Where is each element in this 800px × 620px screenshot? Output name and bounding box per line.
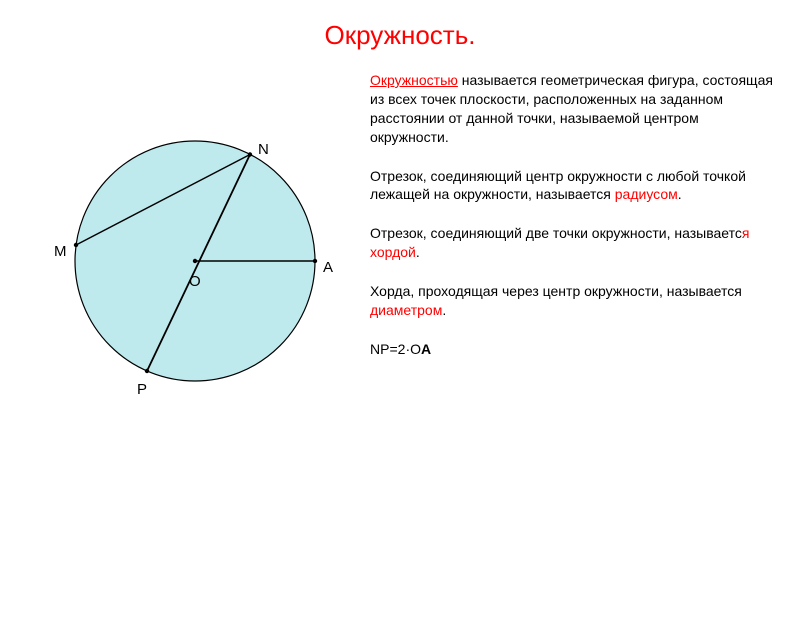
- page-title: Окружность.: [0, 20, 800, 51]
- label-N: N: [258, 141, 269, 158]
- label-M: M: [54, 243, 67, 260]
- formula: NP=2·OA: [370, 340, 780, 359]
- label-O: O: [189, 273, 201, 290]
- paragraph-2: Отрезок, соединяющий две точки окружност…: [370, 224, 780, 262]
- diagram-svg: [20, 61, 370, 461]
- label-A: A: [323, 259, 333, 276]
- paragraphs-container: Окружностью называется геометрическая фи…: [370, 71, 780, 320]
- paragraph-1: Отрезок, соединяющий центр окружности с …: [370, 167, 780, 205]
- definitions-block: Окружностью называется геометрическая фи…: [370, 61, 780, 461]
- circle-diagram: O N M A P: [20, 61, 370, 461]
- point-P: [145, 369, 149, 373]
- point-N: [248, 152, 252, 156]
- point-O: [193, 259, 197, 263]
- paragraph-0: Окружностью называется геометрическая фи…: [370, 71, 780, 147]
- point-M: [74, 243, 78, 247]
- label-P: P: [137, 381, 147, 398]
- paragraph-3: Хорда, проходящая через центр окружности…: [370, 282, 780, 320]
- point-A: [313, 259, 317, 263]
- content-row: O N M A P Окружностью называется геометричес…: [0, 61, 800, 461]
